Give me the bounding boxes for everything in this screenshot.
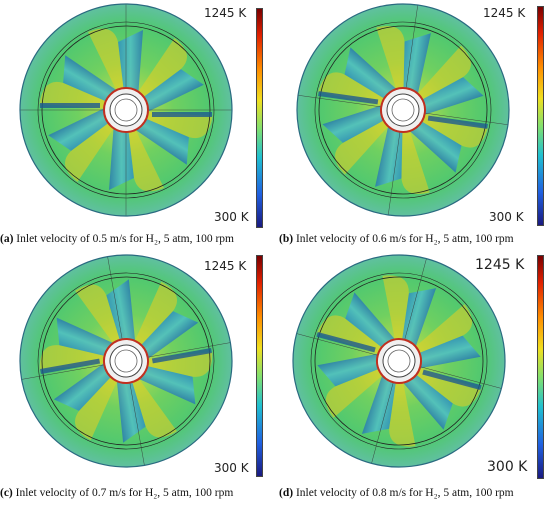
caption-letter: (c) <box>0 487 13 499</box>
caption-text: Inlet velocity of 0.8 m/s for H₂, 5 atm,… <box>293 487 514 499</box>
caption-c: (c) Inlet velocity of 0.7 m/s for H₂, 5 … <box>0 487 233 499</box>
temperature-disk-b <box>295 2 511 218</box>
temperature-disk-a <box>19 3 233 217</box>
colorbar-a <box>256 8 263 228</box>
caption-d: (d) Inlet velocity of 0.8 m/s for H₂, 5 … <box>279 487 514 499</box>
colorbar-max-label: 1245 K <box>204 259 247 273</box>
caption-a: (a) Inlet velocity of 0.5 m/s for H₂, 5 … <box>0 233 234 245</box>
caption-text: Inlet velocity of 0.5 m/s for H₂, 5 atm,… <box>13 233 234 245</box>
temperature-disk-c <box>18 253 234 469</box>
caption-letter: (d) <box>279 487 294 499</box>
panel-a: 1245 K 300 K (a) Inlet velocity of 0.5 m… <box>0 0 275 252</box>
caption-text: Inlet velocity of 0.7 m/s for H₂, 5 atm,… <box>12 487 234 499</box>
caption-letter: (a) <box>0 233 14 245</box>
temperature-disk-d <box>291 253 507 469</box>
colorbar-min-label: 300 K <box>487 459 528 475</box>
colorbar-max-label: 1245 K <box>204 6 247 20</box>
panel-c: 1245 K 300 K (c) Inlet velocity of 0.7 m… <box>0 253 275 505</box>
colorbar-c <box>256 255 263 477</box>
caption-b: (b) Inlet velocity of 0.6 m/s for H₂, 5 … <box>279 233 514 245</box>
panel-d: 1245 K 300 K (d) Inlet velocity of 0.8 m… <box>275 253 550 505</box>
colorbar-d <box>537 255 544 479</box>
caption-text: Inlet velocity of 0.6 m/s for H₂, 5 atm,… <box>293 233 514 245</box>
colorbar-max-label: 1245 K <box>475 257 525 273</box>
colorbar-max-label: 1245 K <box>483 6 526 20</box>
colorbar-min-label: 300 K <box>214 210 249 224</box>
caption-letter: (b) <box>279 233 294 245</box>
panel-b: 1245 K 300 K (b) Inlet velocity of 0.6 m… <box>275 0 550 252</box>
colorbar-min-label: 300 K <box>489 210 524 224</box>
colorbar-b <box>537 6 544 226</box>
colorbar-min-label: 300 K <box>214 461 249 475</box>
